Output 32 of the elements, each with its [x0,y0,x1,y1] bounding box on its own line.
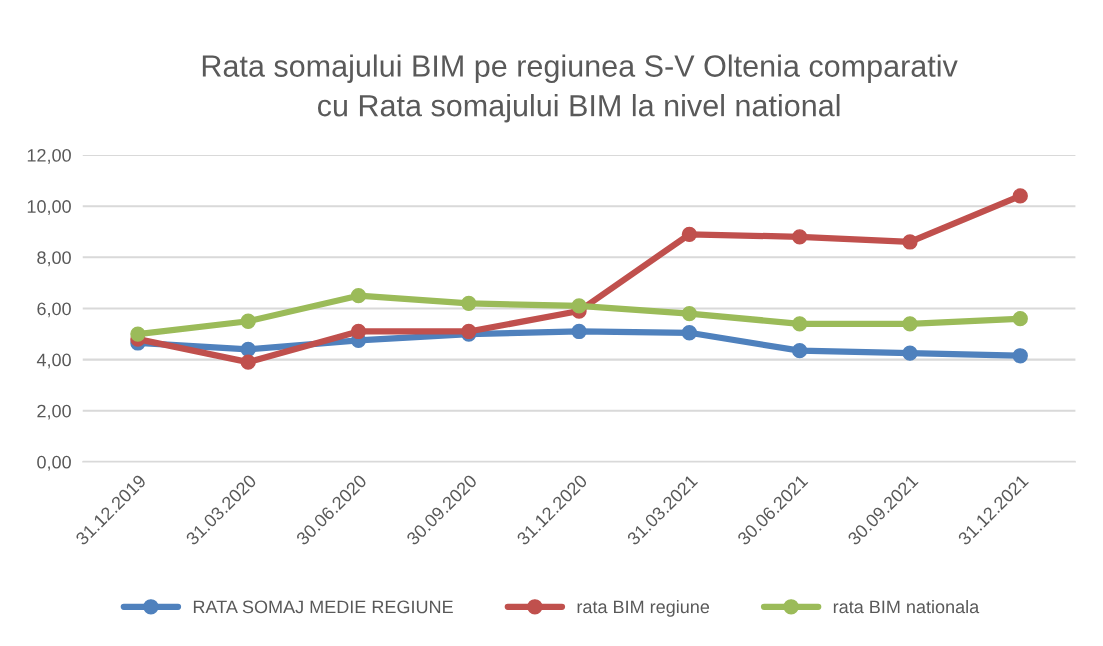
point [792,229,808,245]
y-tick-label: 0,00 [37,455,71,471]
point [792,343,808,359]
y-tick-label: 6,00 [37,302,71,318]
point [240,341,256,358]
point [350,288,367,304]
y-tick-label: 8,00 [37,251,71,267]
point [1012,188,1028,204]
y-tick-label: 4,00 [36,353,71,369]
y-tick-label: 10,00 [27,200,71,216]
point [350,323,367,340]
point [902,316,918,332]
point [571,298,587,314]
point [792,316,808,332]
chart-title: Rata somajului BIM pe regiunea S-V Oltenia comparativ cu Rata somajului BIM la nivel national [202,54,958,123]
point [1012,311,1028,327]
legend-label: rata BIM regiune [577,600,710,617]
point [902,345,918,361]
point [130,326,146,342]
point [681,226,698,242]
point [240,354,256,370]
legend-label: rata BIM nationala [833,600,980,614]
y-tick-label: 2,00 [37,404,71,420]
y-tick-label: 12,00 [27,148,71,164]
point [1012,348,1028,364]
point [902,234,918,250]
legend-label: RATA SOMAJ MEDIE REGIUNE [193,600,453,614]
point [240,313,256,329]
point [571,323,587,340]
point [681,325,698,341]
point [681,305,698,322]
point [461,295,477,311]
